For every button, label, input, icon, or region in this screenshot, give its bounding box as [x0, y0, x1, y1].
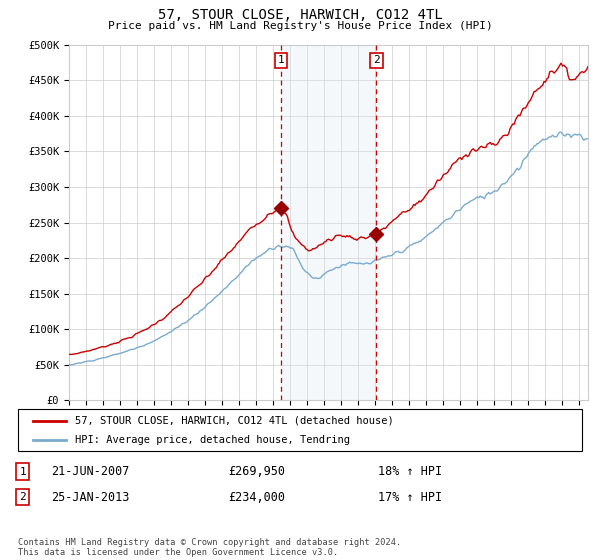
Text: 2: 2: [19, 492, 26, 502]
Text: 57, STOUR CLOSE, HARWICH, CO12 4TL (detached house): 57, STOUR CLOSE, HARWICH, CO12 4TL (deta…: [75, 416, 394, 426]
Text: 1: 1: [19, 466, 26, 477]
Text: £269,950: £269,950: [228, 465, 285, 478]
Text: HPI: Average price, detached house, Tendring: HPI: Average price, detached house, Tend…: [75, 435, 350, 445]
Text: 2: 2: [373, 55, 380, 66]
Text: 57, STOUR CLOSE, HARWICH, CO12 4TL: 57, STOUR CLOSE, HARWICH, CO12 4TL: [158, 8, 442, 22]
Text: 21-JUN-2007: 21-JUN-2007: [51, 465, 130, 478]
Text: Price paid vs. HM Land Registry's House Price Index (HPI): Price paid vs. HM Land Registry's House …: [107, 21, 493, 31]
Bar: [281, 45, 376, 400]
Text: 17% ↑ HPI: 17% ↑ HPI: [378, 491, 442, 504]
Text: 1: 1: [278, 55, 284, 66]
Text: £234,000: £234,000: [228, 491, 285, 504]
Text: Contains HM Land Registry data © Crown copyright and database right 2024.
This d: Contains HM Land Registry data © Crown c…: [18, 538, 401, 557]
Text: 18% ↑ HPI: 18% ↑ HPI: [378, 465, 442, 478]
Text: 25-JAN-2013: 25-JAN-2013: [51, 491, 130, 504]
